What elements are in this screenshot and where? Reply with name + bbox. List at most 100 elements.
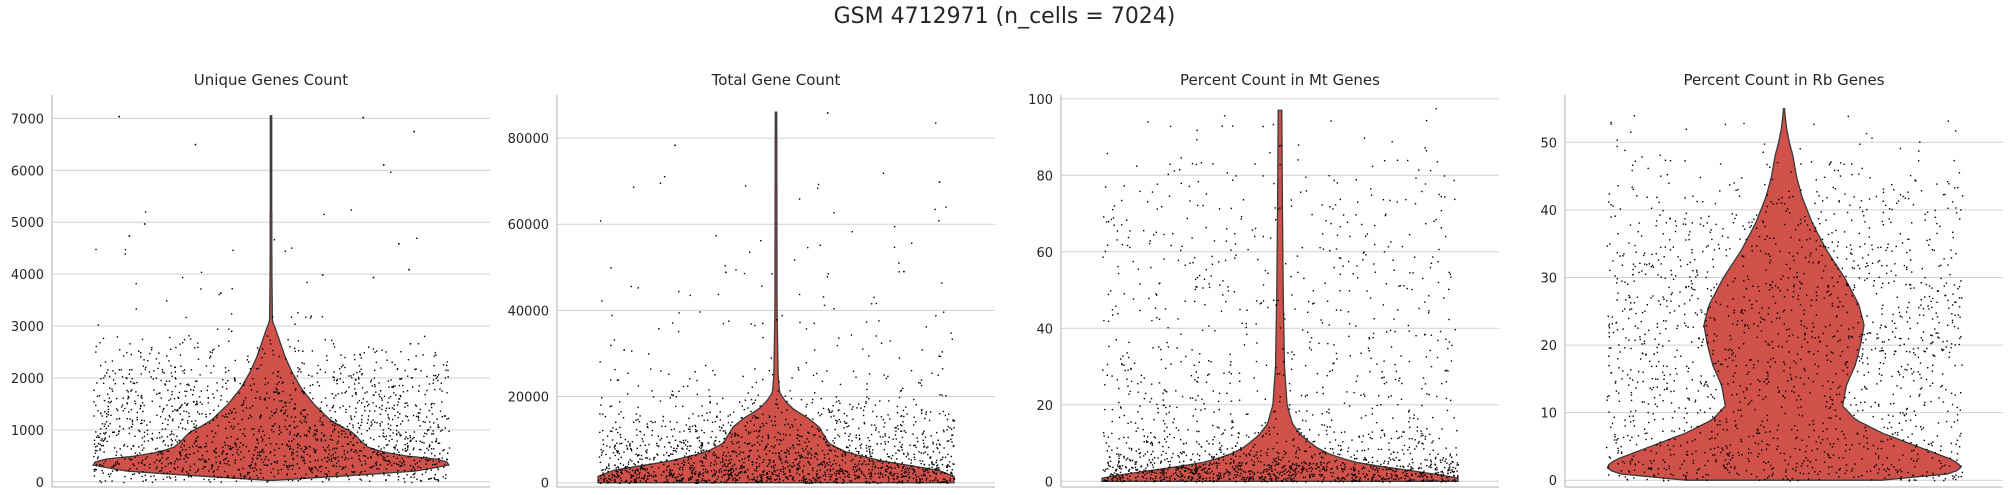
data-point bbox=[1109, 460, 1112, 462]
data-point bbox=[324, 473, 326, 475]
data-point bbox=[836, 447, 839, 450]
data-point bbox=[366, 474, 368, 477]
data-point bbox=[298, 467, 301, 469]
data-point bbox=[608, 478, 610, 480]
data-point bbox=[896, 458, 898, 460]
data-point bbox=[1231, 447, 1233, 449]
data-point bbox=[1438, 193, 1440, 196]
data-point bbox=[1268, 426, 1270, 429]
data-point bbox=[824, 464, 827, 466]
data-point bbox=[437, 379, 439, 382]
data-point bbox=[303, 387, 306, 389]
data-point bbox=[139, 407, 141, 410]
data-point bbox=[1233, 469, 1235, 471]
data-point bbox=[174, 385, 177, 388]
data-point bbox=[322, 446, 324, 449]
data-point bbox=[1405, 198, 1407, 201]
data-point bbox=[934, 479, 936, 481]
data-point bbox=[259, 415, 261, 418]
data-point bbox=[432, 433, 435, 435]
data-point bbox=[599, 220, 602, 222]
data-point bbox=[143, 447, 145, 449]
data-point bbox=[634, 464, 636, 466]
data-point bbox=[731, 421, 733, 423]
data-point bbox=[299, 420, 301, 422]
data-point bbox=[1454, 479, 1456, 481]
data-point bbox=[678, 473, 680, 475]
data-point bbox=[364, 392, 366, 394]
data-point bbox=[326, 473, 328, 475]
data-point bbox=[120, 406, 123, 408]
data-point bbox=[688, 479, 690, 482]
data-point bbox=[1319, 452, 1322, 454]
data-point bbox=[738, 477, 741, 479]
data-point bbox=[911, 242, 913, 244]
data-point bbox=[944, 456, 947, 458]
data-point bbox=[225, 371, 227, 373]
data-point bbox=[870, 471, 872, 473]
data-point bbox=[289, 445, 291, 447]
data-point bbox=[395, 433, 398, 435]
data-point bbox=[388, 407, 390, 409]
data-point bbox=[245, 445, 248, 448]
data-point bbox=[680, 441, 683, 444]
data-point bbox=[144, 464, 146, 466]
data-point bbox=[656, 442, 658, 445]
data-point bbox=[1168, 411, 1170, 414]
data-point bbox=[608, 481, 611, 484]
data-point bbox=[608, 463, 610, 465]
outlier-point bbox=[408, 268, 410, 271]
data-point bbox=[1289, 467, 1291, 470]
data-point bbox=[172, 418, 174, 420]
data-point bbox=[1354, 480, 1356, 482]
data-point bbox=[1353, 469, 1355, 471]
data-point bbox=[1273, 299, 1275, 301]
data-point bbox=[923, 430, 925, 432]
data-point bbox=[630, 448, 633, 450]
data-point bbox=[1172, 452, 1174, 455]
data-point bbox=[1334, 204, 1337, 206]
data-point bbox=[101, 415, 103, 417]
data-point bbox=[1241, 478, 1243, 480]
data-point bbox=[412, 386, 414, 388]
data-point bbox=[1342, 214, 1345, 216]
data-point bbox=[1160, 460, 1163, 462]
data-point bbox=[285, 405, 287, 407]
data-point bbox=[126, 402, 128, 405]
data-point bbox=[363, 454, 365, 457]
data-point bbox=[1237, 436, 1240, 438]
data-point bbox=[931, 466, 933, 468]
data-point bbox=[633, 478, 635, 481]
data-point bbox=[224, 441, 226, 444]
data-point bbox=[1111, 473, 1113, 476]
data-point bbox=[300, 447, 302, 450]
data-point bbox=[617, 466, 619, 468]
data-point bbox=[1239, 468, 1241, 470]
data-point bbox=[1180, 182, 1182, 185]
data-point bbox=[942, 456, 944, 458]
data-point bbox=[147, 440, 149, 442]
data-point bbox=[337, 440, 339, 443]
outlier-point bbox=[826, 112, 829, 114]
data-point bbox=[181, 443, 183, 445]
data-point bbox=[885, 460, 888, 462]
data-point bbox=[1300, 432, 1303, 434]
data-point bbox=[1110, 473, 1112, 475]
data-point bbox=[278, 392, 280, 394]
data-point bbox=[944, 478, 946, 481]
data-point bbox=[284, 425, 286, 428]
data-point bbox=[789, 426, 791, 429]
data-point bbox=[732, 465, 734, 467]
data-point bbox=[129, 467, 131, 470]
data-point bbox=[646, 457, 649, 459]
data-point bbox=[397, 463, 400, 466]
outlier-point bbox=[143, 223, 146, 225]
data-point bbox=[145, 366, 147, 369]
data-point bbox=[166, 436, 169, 438]
data-point bbox=[896, 464, 898, 466]
data-point bbox=[143, 359, 145, 361]
data-point bbox=[669, 442, 671, 444]
data-point bbox=[885, 470, 887, 473]
data-point bbox=[625, 467, 627, 469]
data-point bbox=[910, 465, 912, 468]
